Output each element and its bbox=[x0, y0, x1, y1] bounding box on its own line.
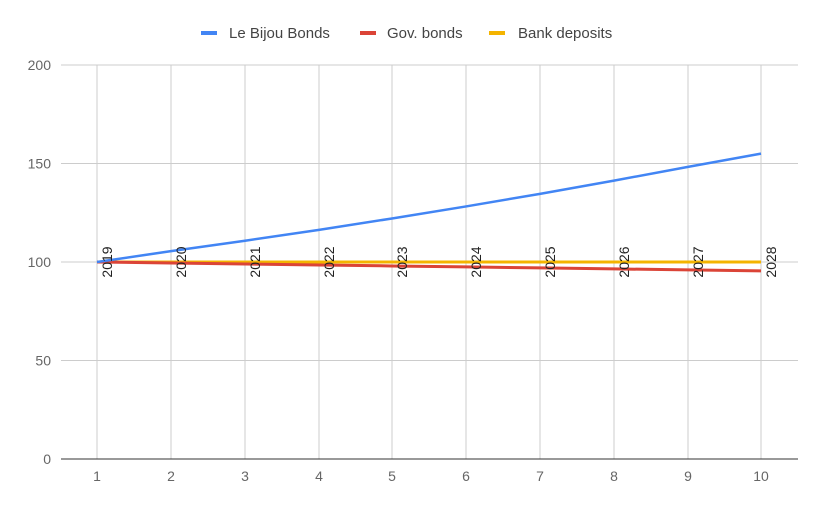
year-label: 2027 bbox=[690, 246, 706, 277]
year-label: 2026 bbox=[616, 246, 632, 277]
series-line-le-bijou-bonds bbox=[96, 152, 762, 264]
legend-item: Le Bijou Bonds bbox=[201, 25, 330, 42]
year-label: 2025 bbox=[542, 246, 558, 277]
x-tick-label: 4 bbox=[315, 468, 323, 484]
y-tick-label: 100 bbox=[28, 254, 52, 270]
y-tick-label: 200 bbox=[28, 57, 52, 73]
legend-label: Le Bijou Bonds bbox=[229, 25, 330, 42]
y-tick-label: 50 bbox=[35, 353, 51, 369]
x-tick-label: 5 bbox=[388, 468, 396, 484]
year-label: 2028 bbox=[763, 246, 779, 277]
series-lines bbox=[96, 152, 762, 273]
x-tick-label: 2 bbox=[167, 468, 175, 484]
legend: Le Bijou Bonds Gov. bonds Bank deposits bbox=[201, 25, 612, 42]
x-tick-label: 1 bbox=[93, 468, 101, 484]
year-label: 2021 bbox=[247, 246, 263, 277]
year-label: 2019 bbox=[99, 246, 115, 277]
legend-label: Gov. bonds bbox=[387, 25, 463, 42]
year-label: 2023 bbox=[394, 246, 410, 277]
legend-item: Gov. bonds bbox=[360, 25, 463, 42]
x-tick-label: 7 bbox=[536, 468, 544, 484]
axes: 0 50 100 150 200 1 2 3 4 5 6 7 8 9 10 bbox=[28, 57, 798, 484]
year-label: 2020 bbox=[173, 246, 189, 277]
year-labels: 2019 2020 2021 2022 2023 2024 2025 2026 2027 2028 bbox=[99, 246, 779, 277]
x-tick-label: 10 bbox=[753, 468, 769, 484]
x-tick-label: 9 bbox=[684, 468, 692, 484]
x-tick-label: 3 bbox=[241, 468, 249, 484]
y-tick-label: 150 bbox=[28, 156, 52, 172]
year-label: 2022 bbox=[321, 246, 337, 277]
y-tick-label: 0 bbox=[43, 451, 51, 467]
x-tick-label: 8 bbox=[610, 468, 618, 484]
legend-label: Bank deposits bbox=[518, 25, 612, 42]
x-tick-label: 6 bbox=[462, 468, 470, 484]
legend-item: Bank deposits bbox=[489, 25, 612, 42]
series-line-gov-bonds bbox=[96, 260, 762, 273]
year-label: 2024 bbox=[468, 246, 484, 277]
